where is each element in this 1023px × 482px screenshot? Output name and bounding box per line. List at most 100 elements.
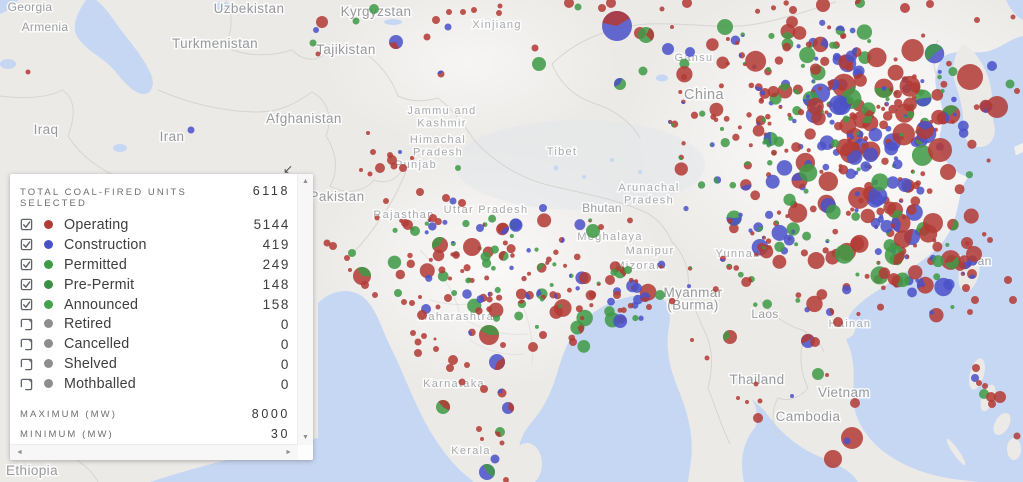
plant-marker[interactable] bbox=[366, 131, 370, 135]
plant-marker-slice[interactable] bbox=[668, 119, 671, 124]
plant-marker[interactable] bbox=[492, 314, 501, 322]
plant-marker-slice[interactable] bbox=[738, 53, 742, 58]
plant-marker[interactable] bbox=[410, 330, 416, 336]
plant-marker[interactable] bbox=[717, 19, 733, 35]
plant-marker[interactable] bbox=[795, 297, 801, 303]
plant-marker[interactable] bbox=[437, 270, 449, 282]
plant-marker[interactable] bbox=[809, 205, 817, 213]
plant-marker[interactable] bbox=[374, 215, 380, 221]
plant-marker[interactable] bbox=[428, 257, 433, 262]
plant-marker-slice[interactable] bbox=[915, 139, 923, 145]
plant-marker[interactable] bbox=[418, 295, 422, 299]
plant-marker[interactable] bbox=[729, 223, 739, 234]
plant-marker[interactable] bbox=[532, 57, 546, 71]
plant-marker-slice[interactable] bbox=[862, 115, 873, 124]
plant-marker[interactable] bbox=[827, 25, 832, 30]
plant-marker[interactable] bbox=[407, 252, 413, 259]
plant-marker[interactable] bbox=[732, 133, 740, 141]
plant-marker[interactable] bbox=[659, 6, 665, 12]
plant-marker[interactable] bbox=[588, 290, 597, 299]
plant-marker[interactable] bbox=[899, 132, 904, 137]
plant-marker-slice[interactable] bbox=[851, 47, 858, 57]
plant-marker[interactable] bbox=[773, 136, 784, 147]
plant-marker[interactable] bbox=[577, 340, 591, 353]
plant-marker-slice[interactable] bbox=[884, 102, 888, 107]
plant-marker-slice[interactable] bbox=[498, 251, 507, 261]
plant-marker[interactable] bbox=[509, 233, 514, 239]
plant-marker-slice[interactable] bbox=[494, 357, 506, 371]
plant-marker-slice[interactable] bbox=[569, 273, 572, 278]
plant-marker-slice[interactable] bbox=[743, 161, 751, 166]
plant-marker[interactable] bbox=[613, 291, 621, 299]
plant-marker[interactable] bbox=[881, 157, 889, 165]
plant-marker[interactable] bbox=[842, 285, 852, 295]
plant-marker[interactable] bbox=[564, 0, 574, 8]
plant-marker[interactable] bbox=[954, 184, 965, 195]
plant-marker[interactable] bbox=[748, 143, 753, 148]
plant-marker-slice[interactable] bbox=[760, 116, 766, 124]
plant-marker[interactable] bbox=[526, 271, 532, 276]
plant-marker[interactable] bbox=[774, 56, 784, 65]
plant-marker[interactable] bbox=[893, 57, 898, 62]
plant-marker[interactable] bbox=[854, 191, 860, 197]
plant-marker[interactable] bbox=[787, 112, 792, 117]
plant-marker[interactable] bbox=[898, 178, 912, 192]
plant-marker[interactable] bbox=[598, 4, 606, 12]
plant-marker[interactable] bbox=[753, 302, 758, 307]
plant-marker[interactable] bbox=[792, 26, 807, 40]
plant-marker[interactable] bbox=[937, 69, 942, 74]
plant-marker[interactable] bbox=[800, 63, 806, 69]
plant-marker[interactable] bbox=[757, 398, 763, 404]
plant-marker[interactable] bbox=[850, 234, 869, 253]
plant-marker[interactable] bbox=[496, 10, 502, 16]
plant-marker[interactable] bbox=[401, 299, 407, 305]
scroll-down-icon[interactable]: ▼ bbox=[302, 434, 309, 441]
plant-marker[interactable] bbox=[606, 0, 616, 8]
plant-marker[interactable] bbox=[926, 188, 933, 194]
plant-marker[interactable] bbox=[943, 278, 955, 291]
plant-marker[interactable] bbox=[575, 305, 583, 313]
plant-marker[interactable] bbox=[25, 69, 31, 75]
plant-marker[interactable] bbox=[986, 392, 996, 402]
plant-marker-slice[interactable] bbox=[709, 142, 713, 147]
plant-marker[interactable] bbox=[699, 110, 706, 117]
plant-marker[interactable] bbox=[863, 147, 879, 163]
plant-marker[interactable] bbox=[817, 86, 822, 91]
plant-marker[interactable] bbox=[746, 112, 752, 118]
plant-marker[interactable] bbox=[881, 106, 886, 111]
plant-marker[interactable] bbox=[887, 64, 904, 81]
plant-marker[interactable] bbox=[710, 114, 717, 120]
plant-marker-slice[interactable] bbox=[588, 220, 591, 223]
plant-marker[interactable] bbox=[855, 272, 860, 277]
plant-marker-slice[interactable] bbox=[630, 280, 634, 283]
plant-marker[interactable] bbox=[948, 66, 958, 77]
plant-marker[interactable] bbox=[805, 94, 811, 99]
plant-marker-slice[interactable] bbox=[825, 240, 829, 244]
plant-marker[interactable] bbox=[755, 8, 761, 14]
plant-marker[interactable] bbox=[424, 230, 429, 235]
plant-marker[interactable] bbox=[920, 79, 925, 84]
plant-marker[interactable] bbox=[545, 260, 550, 265]
plant-marker[interactable] bbox=[916, 186, 925, 195]
plant-marker[interactable] bbox=[488, 302, 504, 318]
plant-marker[interactable] bbox=[499, 440, 505, 446]
checkbox-unchecked-icon[interactable] bbox=[20, 358, 33, 371]
plant-marker[interactable] bbox=[465, 277, 472, 284]
collapse-panel-icon[interactable]: ↙ bbox=[283, 162, 294, 176]
plant-marker-slice[interactable] bbox=[740, 34, 745, 37]
scroll-up-icon[interactable]: ▲ bbox=[302, 178, 309, 185]
plant-marker[interactable] bbox=[861, 142, 866, 148]
plant-marker-slice[interactable] bbox=[678, 155, 683, 160]
plant-marker-slice[interactable] bbox=[834, 45, 840, 49]
plant-marker[interactable] bbox=[1013, 432, 1021, 440]
plant-marker[interactable] bbox=[819, 19, 826, 26]
plant-marker[interactable] bbox=[853, 65, 865, 77]
plant-marker-slice[interactable] bbox=[389, 42, 400, 50]
plant-marker[interactable] bbox=[486, 306, 493, 313]
plant-marker-slice[interactable] bbox=[613, 77, 623, 87]
plant-marker[interactable] bbox=[754, 252, 759, 257]
plant-marker[interactable] bbox=[719, 126, 725, 132]
plant-marker[interactable] bbox=[892, 159, 903, 170]
plant-marker[interactable] bbox=[579, 315, 585, 321]
